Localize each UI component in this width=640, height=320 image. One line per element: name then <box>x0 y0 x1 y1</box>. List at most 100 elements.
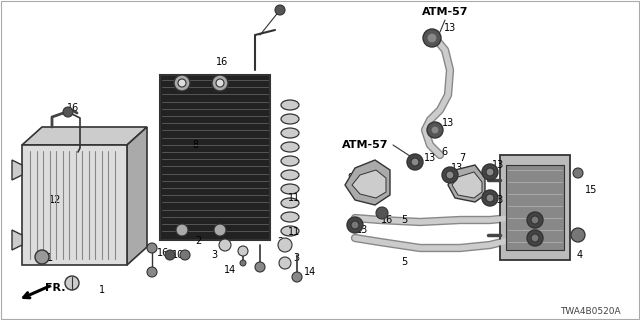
Text: 7: 7 <box>459 153 465 163</box>
Circle shape <box>214 224 226 236</box>
Circle shape <box>212 75 228 91</box>
Circle shape <box>65 276 79 290</box>
Text: 13: 13 <box>424 153 436 163</box>
Text: 13: 13 <box>356 225 368 235</box>
Circle shape <box>240 260 246 266</box>
Bar <box>160 75 270 240</box>
Text: TWA4B0520A: TWA4B0520A <box>560 308 620 316</box>
Circle shape <box>180 250 190 260</box>
Bar <box>22 145 127 265</box>
Circle shape <box>347 217 363 233</box>
Circle shape <box>427 33 437 43</box>
Circle shape <box>238 246 248 256</box>
Text: 6: 6 <box>441 147 447 157</box>
Circle shape <box>407 154 423 170</box>
Circle shape <box>35 250 49 264</box>
Text: 1: 1 <box>47 253 53 263</box>
Text: 10: 10 <box>172 250 184 260</box>
Circle shape <box>527 230 543 246</box>
Text: 13: 13 <box>444 23 456 33</box>
Circle shape <box>216 79 224 87</box>
Text: 14: 14 <box>224 265 236 275</box>
Circle shape <box>176 224 188 236</box>
Text: 11: 11 <box>288 227 300 237</box>
Circle shape <box>431 126 439 134</box>
Text: FR.: FR. <box>45 283 65 293</box>
Text: 2: 2 <box>277 237 283 247</box>
Text: 16: 16 <box>381 215 393 225</box>
Circle shape <box>423 29 441 47</box>
Circle shape <box>376 207 388 219</box>
Text: 13: 13 <box>538 237 550 247</box>
Text: 13: 13 <box>492 195 504 205</box>
Text: 3: 3 <box>211 250 217 260</box>
Text: 16: 16 <box>157 248 169 258</box>
Bar <box>506 165 564 250</box>
Ellipse shape <box>281 170 299 180</box>
Polygon shape <box>352 170 386 198</box>
Polygon shape <box>345 160 390 205</box>
Circle shape <box>573 168 583 178</box>
Text: 4: 4 <box>577 250 583 260</box>
Text: 13: 13 <box>538 210 550 220</box>
Ellipse shape <box>281 184 299 194</box>
Circle shape <box>63 107 73 117</box>
Polygon shape <box>12 230 22 250</box>
Circle shape <box>411 158 419 166</box>
Circle shape <box>427 122 443 138</box>
Text: 15: 15 <box>585 185 597 195</box>
Polygon shape <box>12 160 22 180</box>
Text: 2: 2 <box>195 236 201 246</box>
Text: 11: 11 <box>288 193 300 203</box>
Ellipse shape <box>281 156 299 166</box>
Circle shape <box>486 194 494 202</box>
Circle shape <box>571 228 585 242</box>
Circle shape <box>446 171 454 179</box>
Circle shape <box>178 79 186 87</box>
Text: 14: 14 <box>304 267 316 277</box>
Polygon shape <box>452 172 482 198</box>
Circle shape <box>147 243 157 253</box>
Text: 13: 13 <box>442 118 454 128</box>
Text: ATM-57: ATM-57 <box>342 140 388 150</box>
Text: 13: 13 <box>451 163 463 173</box>
Circle shape <box>527 212 543 228</box>
Polygon shape <box>127 127 147 265</box>
Circle shape <box>165 250 175 260</box>
Text: ATM-57: ATM-57 <box>422 7 468 17</box>
Circle shape <box>486 168 494 176</box>
Ellipse shape <box>281 198 299 208</box>
Circle shape <box>531 216 539 224</box>
Circle shape <box>147 267 157 277</box>
Polygon shape <box>22 127 147 145</box>
Circle shape <box>255 262 265 272</box>
Ellipse shape <box>281 226 299 236</box>
Circle shape <box>219 239 231 251</box>
Circle shape <box>292 272 302 282</box>
Circle shape <box>351 221 359 229</box>
Text: 1: 1 <box>99 285 105 295</box>
Text: 5: 5 <box>401 257 407 267</box>
Text: 8: 8 <box>192 140 198 150</box>
Circle shape <box>275 5 285 15</box>
Circle shape <box>279 257 291 269</box>
Text: 5: 5 <box>401 215 407 225</box>
Ellipse shape <box>281 100 299 110</box>
Circle shape <box>482 164 498 180</box>
Circle shape <box>174 75 190 91</box>
Circle shape <box>278 238 292 252</box>
Text: 12: 12 <box>49 195 61 205</box>
Text: 13: 13 <box>492 160 504 170</box>
Ellipse shape <box>281 142 299 152</box>
Polygon shape <box>448 165 485 202</box>
Bar <box>500 155 570 260</box>
Text: 3: 3 <box>293 253 299 263</box>
Ellipse shape <box>281 114 299 124</box>
Circle shape <box>531 234 539 242</box>
Text: 16: 16 <box>67 103 79 113</box>
Ellipse shape <box>281 212 299 222</box>
Circle shape <box>482 190 498 206</box>
Ellipse shape <box>281 128 299 138</box>
Circle shape <box>442 167 458 183</box>
Text: 9: 9 <box>347 173 353 183</box>
